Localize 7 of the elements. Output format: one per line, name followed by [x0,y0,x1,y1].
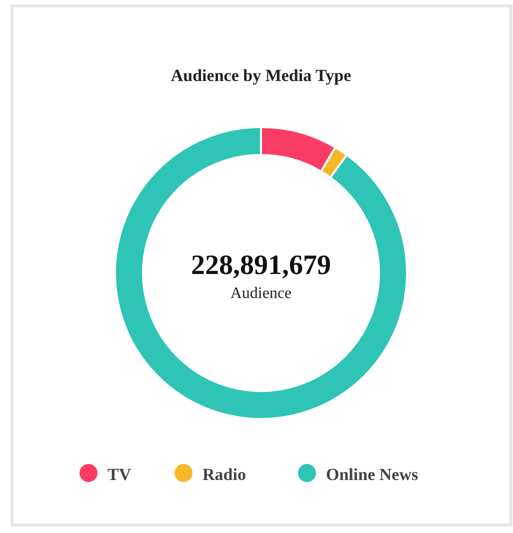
text: Audience [230,285,292,302]
chart-title: Audience by Media Type [170,66,352,85]
legend-label: TV [108,465,132,484]
legend-label: Radio [202,465,246,484]
donut-slice [114,126,408,420]
text: 228,891,679 [191,250,331,281]
legend-label: Online News [326,465,418,484]
